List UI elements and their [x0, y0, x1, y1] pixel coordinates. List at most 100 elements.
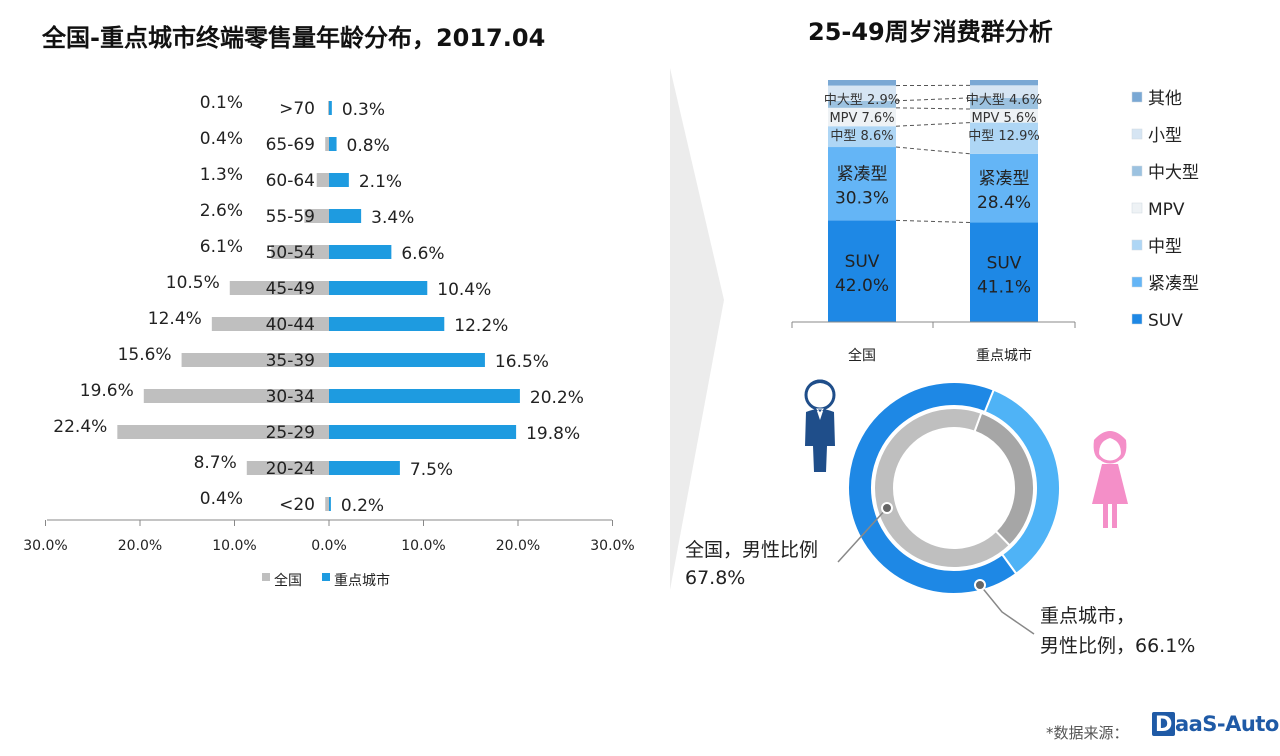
separator-arrow-icon	[670, 68, 724, 590]
bar-keycity-5	[329, 281, 428, 295]
bar-national-11	[325, 497, 329, 511]
value-label-national: 8.7%	[194, 453, 237, 473]
stack-segment-label: 中型 8.6%	[830, 129, 893, 144]
value-label-keycity: 0.2%	[341, 496, 384, 516]
bar-keycity-8	[329, 389, 520, 403]
legend-swatch-national	[262, 573, 270, 581]
donut-label-national: 全国，男性比例	[685, 539, 818, 561]
stack-name-label: 紧凑型	[979, 169, 1030, 189]
value-label-keycity: 0.8%	[347, 136, 390, 156]
stack-seg-SUV-1	[970, 222, 1038, 322]
data-source-label: *数据来源：	[1046, 724, 1129, 742]
stack-category-label: 重点城市	[976, 347, 1032, 364]
stack-legend-label: 紧凑型	[1148, 274, 1199, 294]
x-tick-label: 10.0%	[401, 538, 445, 554]
value-label-national: 6.1%	[200, 237, 243, 257]
bar-national-4	[271, 245, 329, 259]
stack-legend-swatch	[1131, 202, 1143, 214]
bar-national-6	[211, 317, 329, 331]
bar-keycity-4	[329, 245, 392, 259]
stack-seg-中型-1	[970, 122, 1038, 154]
stack-legend-swatch	[1131, 313, 1143, 325]
value-label-keycity: 12.2%	[454, 316, 508, 336]
stack-segment-label: 中大型 4.6%	[966, 93, 1042, 108]
stack-legend-label: 小型	[1148, 126, 1182, 146]
stack-category-label: 全国	[848, 347, 876, 364]
bar-national-0	[328, 101, 329, 115]
stack-connector-line	[895, 219, 971, 224]
value-label-national: 0.1%	[200, 93, 243, 113]
stack-seg-小型-0	[828, 85, 896, 101]
stack-connector-line	[895, 107, 971, 110]
bar-keycity-9	[329, 425, 517, 439]
donut-inner-male	[873, 407, 1012, 569]
value-label-national: 0.4%	[200, 129, 243, 149]
value-label-national: 15.6%	[118, 345, 172, 365]
stack-legend-label: SUV	[1148, 311, 1183, 331]
value-label-keycity: 10.4%	[437, 280, 491, 300]
bar-keycity-1	[329, 137, 337, 151]
age-category-label: 45-49	[266, 279, 315, 299]
age-category-label: 50-54	[266, 243, 315, 263]
age-category-label: 25-29	[266, 423, 315, 443]
age-category-label: 55-59	[266, 207, 315, 227]
stack-value-label: 41.1%	[977, 277, 1031, 297]
stack-value-label: 30.3%	[835, 189, 889, 209]
age-category-label: 30-34	[266, 387, 315, 407]
x-tick-label: 20.0%	[496, 538, 540, 554]
value-label-national: 19.6%	[80, 381, 134, 401]
age-category-label: 20-24	[266, 459, 315, 479]
bar-national-3	[304, 209, 329, 223]
donut-leader-dot-national	[881, 502, 893, 514]
donut-leader-national	[837, 507, 888, 563]
stack-seg-MPV-1	[970, 109, 1038, 123]
stack-name-label: SUV	[845, 252, 880, 272]
stack-seg-小型-1	[970, 85, 1038, 98]
stack-segment-label: 中型 12.9%	[968, 129, 1039, 144]
left-chart-title: 全国-重点城市终端零售量年龄分布，2017.04	[42, 24, 546, 52]
value-label-keycity: 3.4%	[371, 208, 414, 228]
age-category-label: 40-44	[266, 315, 315, 335]
bar-national-9	[117, 425, 329, 439]
stack-name-label: SUV	[987, 253, 1022, 273]
bar-national-7	[181, 353, 329, 367]
donut-leader-keycity	[979, 584, 1035, 635]
stack-segment-label: 中大型 2.9%	[824, 93, 900, 108]
male-figure-icon	[804, 379, 836, 472]
stack-value-label: 28.4%	[977, 193, 1031, 213]
bar-national-8	[143, 389, 329, 403]
stack-legend-label: 中型	[1148, 237, 1182, 257]
value-label-national: 2.6%	[200, 201, 243, 221]
bar-national-10	[246, 461, 329, 475]
age-category-label: 60-64	[266, 171, 315, 191]
bar-keycity-0	[329, 101, 332, 115]
value-label-keycity: 0.3%	[342, 100, 385, 120]
value-label-national: 1.3%	[200, 165, 243, 185]
stack-connector-line	[895, 122, 971, 127]
stack-seg-其他-1	[970, 80, 1038, 86]
bar-national-2	[316, 173, 329, 187]
donut-label-keycity: 重点城市，	[1040, 605, 1135, 627]
value-label-national: 10.5%	[166, 273, 220, 293]
stack-value-label: 42.0%	[835, 276, 889, 296]
right-chart-title: 25-49周岁消费群分析	[808, 18, 1053, 46]
legend-label-national: 全国	[274, 572, 302, 589]
age-category-label: <20	[279, 495, 315, 515]
stack-seg-中大型-1	[970, 97, 1038, 110]
stack-seg-紧凑型-1	[970, 153, 1038, 223]
stack-seg-其他-0	[828, 80, 896, 86]
donut-leader-dot-keycity	[974, 579, 986, 591]
stack-segment-label: MPV 7.6%	[829, 111, 894, 126]
donut-value-keycity: 男性比例，66.1%	[1040, 635, 1195, 657]
stack-name-label: 紧凑型	[837, 165, 888, 185]
value-label-keycity: 6.6%	[401, 244, 444, 264]
bar-keycity-7	[329, 353, 485, 367]
donut-outer-male	[847, 381, 1018, 595]
x-tick-label: 10.0%	[212, 538, 256, 554]
logo-mark: D	[1152, 712, 1175, 736]
bar-national-1	[325, 137, 329, 151]
x-tick-label: 30.0%	[590, 538, 634, 554]
value-label-keycity: 20.2%	[530, 388, 584, 408]
